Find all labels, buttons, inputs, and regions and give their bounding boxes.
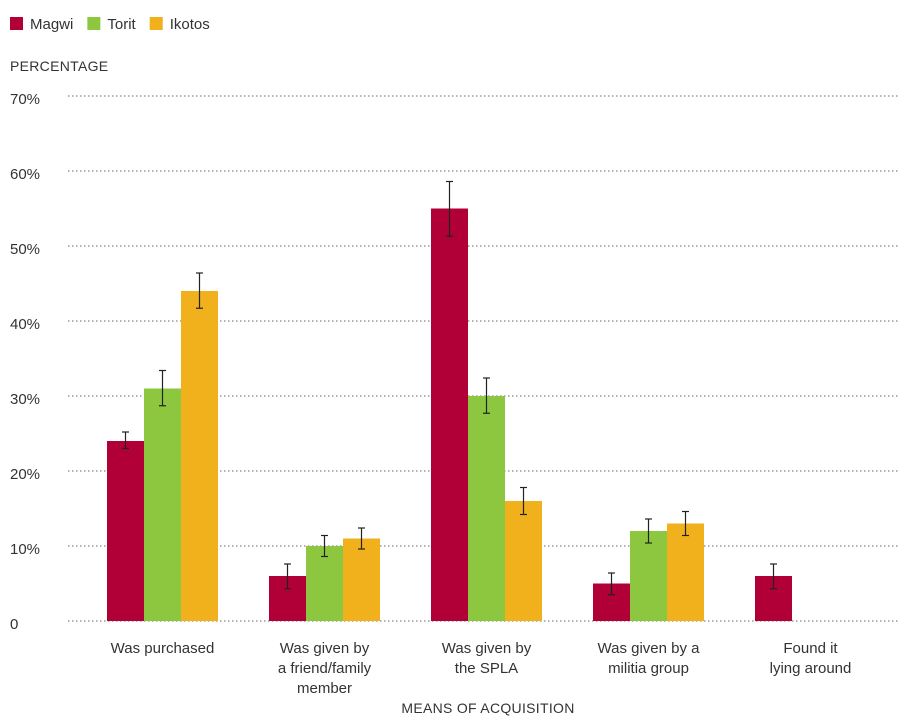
legend-swatch	[149, 17, 163, 30]
error-bar-ikotos-1	[358, 527, 365, 550]
x-category-line: militia group	[608, 660, 689, 677]
x-category-line: Found it	[783, 640, 838, 657]
legend-item-ikotos: Ikotos	[149, 16, 210, 33]
error-bars	[122, 180, 777, 596]
error-bar-magwi-2	[446, 180, 453, 237]
bar-torit-3	[630, 531, 667, 621]
x-category-label: Found it lying around	[770, 640, 852, 677]
x-category-line: Was purchased	[111, 640, 215, 657]
x-category-label: Was given by a friend/family member	[278, 640, 372, 697]
y-tick-label: 70%	[10, 91, 40, 108]
bar-torit-1	[306, 546, 343, 621]
legend: Magwi Torit Ikotos	[10, 16, 210, 33]
x-category-line: Was given by a	[598, 640, 701, 657]
legend-label: Ikotos	[170, 16, 210, 33]
legend-label: Torit	[107, 16, 136, 33]
y-axis-ticks: 0 10% 20% 30% 40% 50% 60% 70%	[10, 91, 40, 633]
y-tick-label: 60%	[10, 166, 40, 183]
x-category-line: Was given by	[442, 640, 532, 657]
error-bar-magwi-1	[284, 563, 291, 590]
y-tick-label: 20%	[10, 466, 40, 483]
x-category-label: Was given by a militia group	[598, 640, 701, 677]
error-bar-magwi-3	[608, 572, 615, 596]
bar-torit-0	[144, 388, 181, 621]
legend-swatch	[87, 17, 101, 30]
bar-magwi-2	[431, 208, 468, 621]
x-axis-categories: Was purchased Was given by a friend/family…	[111, 640, 852, 697]
x-category-line: Was given by	[280, 640, 370, 657]
error-bar-torit-0	[159, 369, 166, 407]
bar-ikotos-3	[667, 523, 704, 621]
error-bar-magwi-4	[770, 563, 777, 590]
x-category-line: the SPLA	[455, 660, 518, 677]
y-tick-label: 0	[10, 616, 18, 633]
error-bar-magwi-0	[122, 431, 129, 450]
bar-magwi-0	[107, 441, 144, 621]
y-tick-label: 30%	[10, 391, 40, 408]
x-category-line: lying around	[770, 660, 852, 677]
x-category-label: Was purchased	[111, 640, 215, 657]
error-bar-ikotos-3	[682, 510, 689, 537]
bar-torit-2	[468, 396, 505, 621]
y-axis-title: PERCENTAGE	[10, 58, 108, 74]
error-bar-torit-3	[645, 518, 652, 544]
bar-ikotos-2	[505, 501, 542, 621]
bars	[107, 208, 792, 621]
error-bar-ikotos-0	[196, 272, 203, 309]
x-axis-title: MEANS OF ACQUISITION	[401, 700, 574, 716]
legend-swatch	[10, 17, 23, 30]
x-category-line: member	[297, 680, 352, 697]
x-category-label: Was given by the SPLA	[442, 640, 532, 677]
error-bar-torit-2	[483, 377, 490, 414]
legend-label: Magwi	[30, 16, 73, 33]
x-category-line: a friend/family	[278, 660, 372, 677]
y-tick-label: 50%	[10, 241, 40, 258]
legend-item-magwi: Magwi	[10, 16, 73, 33]
error-bar-ikotos-2	[520, 486, 527, 516]
legend-item-torit: Torit	[87, 16, 137, 33]
y-tick-label: 10%	[10, 541, 40, 558]
y-tick-label: 40%	[10, 316, 40, 333]
bar-ikotos-0	[181, 291, 218, 621]
error-bar-torit-1	[321, 534, 328, 558]
bar-ikotos-1	[343, 538, 380, 621]
